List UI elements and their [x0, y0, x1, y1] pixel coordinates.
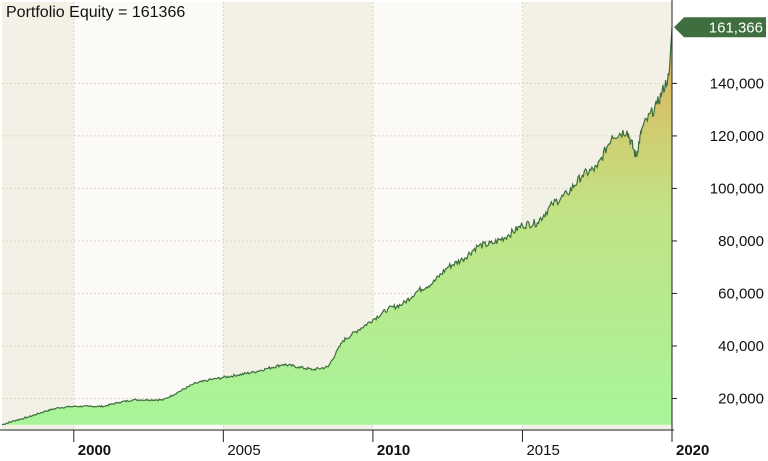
y-tick-label: 100,000 — [710, 180, 764, 197]
y-tick-label: 80,000 — [718, 233, 764, 250]
last-value-badge — [674, 17, 766, 38]
y-tick-label: 120,000 — [710, 128, 764, 145]
equity-area — [2, 27, 672, 425]
chart-title: Portfolio Equity = 161366 — [6, 4, 185, 21]
last-value-marker: 161,366 — [674, 17, 766, 38]
x-tick-label: 2020 — [676, 442, 709, 459]
y-tick-label: 40,000 — [718, 338, 764, 355]
x-tick-label: 2005 — [227, 442, 260, 459]
year-band — [2, 2, 74, 430]
y-tick-label: 140,000 — [710, 75, 764, 92]
x-axis-ticks: 2000 2005 2010 2015 2020 — [73, 430, 709, 459]
year-band — [73, 2, 224, 430]
y-axis-ticks: 20,000 40,000 60,000 80,000 100,000 120,000 14… — [672, 75, 764, 407]
y-tick-label: 60,000 — [718, 285, 764, 302]
x-tick-label: 2000 — [78, 442, 111, 459]
last-value-label: 161,366 — [709, 19, 763, 36]
x-tick-label: 2015 — [526, 442, 559, 459]
x-tick-label: 2010 — [377, 442, 410, 459]
equity-line — [1, 27, 673, 426]
y-tick-label: 20,000 — [718, 390, 764, 407]
